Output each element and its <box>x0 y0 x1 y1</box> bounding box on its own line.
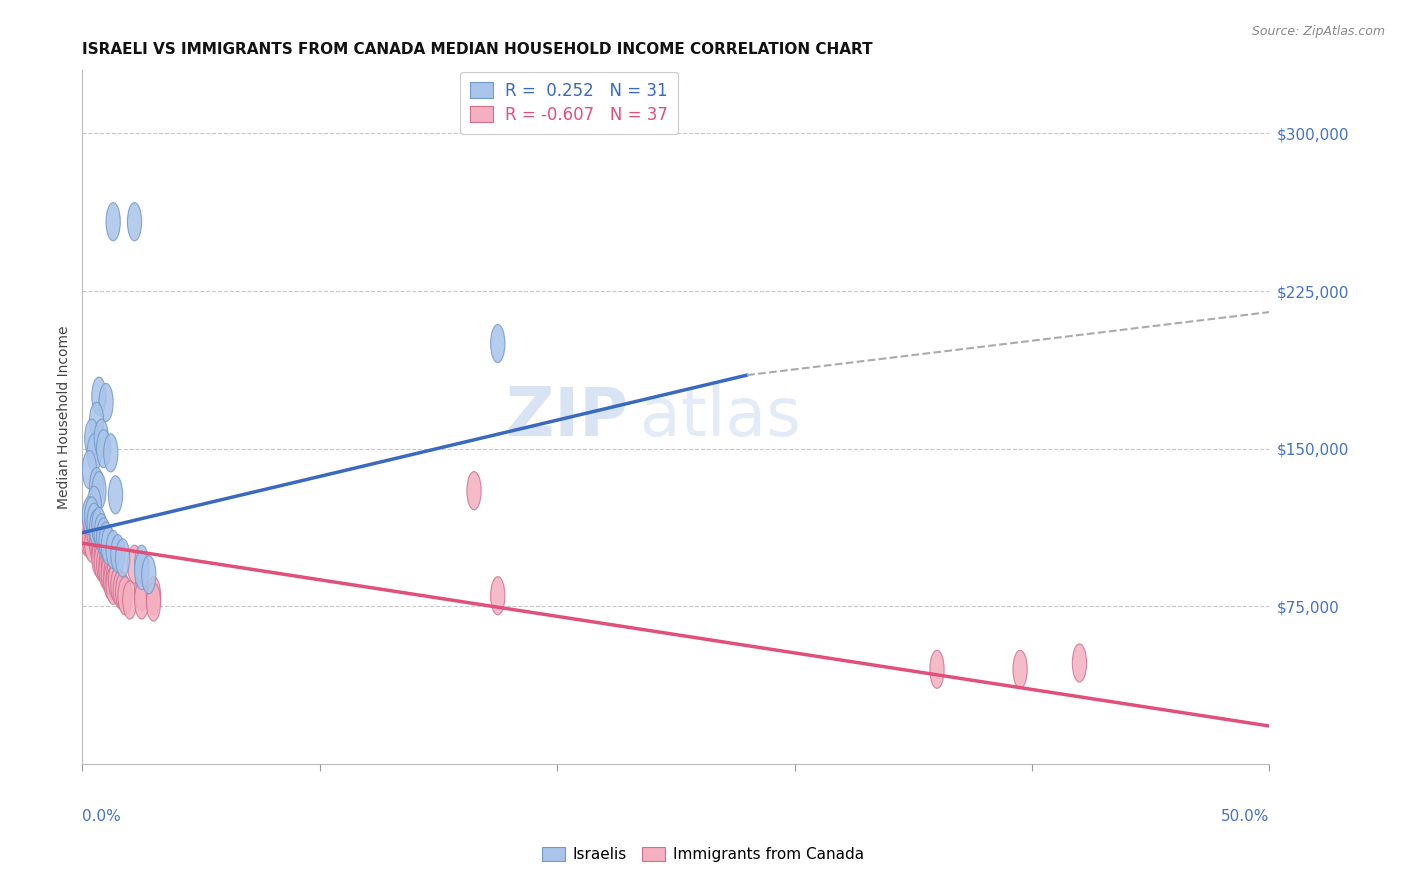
Ellipse shape <box>98 384 112 422</box>
Ellipse shape <box>111 534 125 573</box>
Ellipse shape <box>135 545 149 583</box>
Ellipse shape <box>98 551 112 590</box>
Ellipse shape <box>929 650 943 689</box>
Text: 0.0%: 0.0% <box>83 809 121 824</box>
Ellipse shape <box>135 581 149 619</box>
Ellipse shape <box>104 556 118 594</box>
Ellipse shape <box>97 545 111 583</box>
Legend: R =  0.252   N = 31, R = -0.607   N = 37: R = 0.252 N = 31, R = -0.607 N = 37 <box>460 72 678 134</box>
Legend: Israelis, Immigrants from Canada: Israelis, Immigrants from Canada <box>536 840 870 868</box>
Ellipse shape <box>90 509 104 548</box>
Ellipse shape <box>491 576 505 615</box>
Text: Source: ZipAtlas.com: Source: ZipAtlas.com <box>1251 25 1385 38</box>
Ellipse shape <box>84 419 98 458</box>
Ellipse shape <box>97 430 111 467</box>
Ellipse shape <box>83 497 97 535</box>
Ellipse shape <box>122 581 136 619</box>
Ellipse shape <box>91 377 105 415</box>
Ellipse shape <box>105 531 121 568</box>
Ellipse shape <box>135 573 149 611</box>
Ellipse shape <box>87 514 101 552</box>
Ellipse shape <box>90 467 104 506</box>
Ellipse shape <box>84 524 98 562</box>
Ellipse shape <box>135 551 149 590</box>
Ellipse shape <box>115 573 129 611</box>
Ellipse shape <box>84 497 98 535</box>
Text: ZIP: ZIP <box>506 384 628 450</box>
Ellipse shape <box>105 566 121 604</box>
Ellipse shape <box>87 434 101 472</box>
Ellipse shape <box>83 450 97 489</box>
Ellipse shape <box>104 562 118 600</box>
Text: 50.0%: 50.0% <box>1220 809 1270 824</box>
Ellipse shape <box>104 434 118 472</box>
Ellipse shape <box>146 583 160 621</box>
Ellipse shape <box>101 526 115 565</box>
Ellipse shape <box>112 570 128 608</box>
Ellipse shape <box>90 524 104 562</box>
Ellipse shape <box>101 556 115 594</box>
Ellipse shape <box>1073 644 1087 682</box>
Ellipse shape <box>83 520 97 558</box>
Ellipse shape <box>91 472 105 509</box>
Ellipse shape <box>111 566 125 604</box>
Ellipse shape <box>91 508 105 546</box>
Ellipse shape <box>128 545 142 583</box>
Ellipse shape <box>91 528 105 566</box>
Ellipse shape <box>128 202 142 241</box>
Ellipse shape <box>91 539 105 577</box>
Ellipse shape <box>90 518 104 556</box>
Ellipse shape <box>80 518 94 556</box>
Ellipse shape <box>101 549 115 588</box>
Ellipse shape <box>94 514 108 552</box>
Ellipse shape <box>491 325 505 363</box>
Ellipse shape <box>97 518 111 556</box>
Ellipse shape <box>87 503 101 541</box>
Ellipse shape <box>87 486 101 524</box>
Ellipse shape <box>105 560 121 598</box>
Ellipse shape <box>467 472 481 509</box>
Ellipse shape <box>108 562 122 600</box>
Y-axis label: Median Household Income: Median Household Income <box>58 326 72 508</box>
Ellipse shape <box>115 539 129 577</box>
Ellipse shape <box>118 576 132 615</box>
Ellipse shape <box>98 522 112 560</box>
Text: ISRAELI VS IMMIGRANTS FROM CANADA MEDIAN HOUSEHOLD INCOME CORRELATION CHART: ISRAELI VS IMMIGRANTS FROM CANADA MEDIAN… <box>83 42 873 57</box>
Ellipse shape <box>90 402 104 441</box>
Ellipse shape <box>91 534 105 573</box>
Ellipse shape <box>108 475 122 514</box>
Ellipse shape <box>84 509 98 548</box>
Ellipse shape <box>1012 650 1028 689</box>
Text: atlas: atlas <box>640 384 801 450</box>
Ellipse shape <box>146 576 160 615</box>
Ellipse shape <box>98 545 112 583</box>
Ellipse shape <box>94 419 108 458</box>
Ellipse shape <box>142 556 156 594</box>
Ellipse shape <box>94 543 108 582</box>
Ellipse shape <box>105 202 121 241</box>
Ellipse shape <box>94 534 108 573</box>
